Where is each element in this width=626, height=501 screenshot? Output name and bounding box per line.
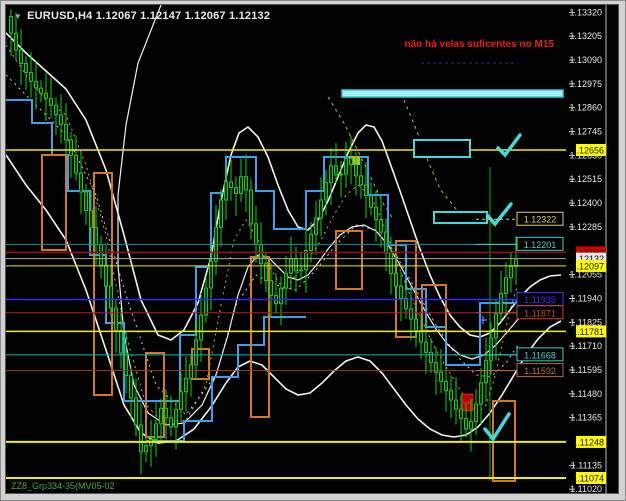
axis-tick-label: 1.11020 <box>570 484 602 494</box>
price-label-box[interactable] <box>516 363 564 378</box>
price-chart[interactable]: 1.12322 1.12201 1.11935 1.11871 1.11668 1.115… <box>6 5 620 495</box>
axis-price-badge <box>576 144 606 156</box>
cyan-zone-box[interactable] <box>413 139 471 158</box>
chevron-down-icon[interactable]: ▼ <box>14 12 23 21</box>
symbol-ohlc-title: EURUSD,H4 1.12067 1.12147 1.12067 1.1213… <box>27 10 271 22</box>
indicator-footer-label: ZZ8_Grp334-35(MV05-02 <box>11 481 115 491</box>
axis-price-badge <box>576 259 606 272</box>
red-marker <box>461 393 474 403</box>
axis-tick-label: 1.12745 <box>569 127 602 137</box>
blue-cross-marker <box>479 316 487 324</box>
cyan-zone-box[interactable] <box>433 211 488 224</box>
price-label-box[interactable] <box>516 347 564 362</box>
khaki-marker <box>349 156 360 165</box>
axis-tick-label: 1.12055 <box>569 270 602 280</box>
check-icon <box>486 202 513 227</box>
ma-yellow-segment <box>403 99 475 219</box>
chart-pane[interactable]: 1.12322 1.12201 1.11935 1.11871 1.11668 1.115… <box>5 4 620 495</box>
price-label-text: 1.11592 <box>524 366 556 376</box>
price-label-text: 1.11668 <box>524 350 556 360</box>
axis-price-badge <box>576 325 606 338</box>
axis-badge-label: 1.12656 <box>571 146 604 156</box>
axis-badge-label: 1.11248 <box>572 437 604 447</box>
axis-tick-label: 1.11710 <box>570 341 602 351</box>
chart-title-bar[interactable]: ▼ EURUSD,H4 1.12067 1.12147 1.12067 1.121… <box>14 10 270 22</box>
price-label-text: 1.11871 <box>524 308 556 318</box>
price-label-box[interactable] <box>516 305 564 320</box>
axis-tick-label: 1.12285 <box>569 222 602 232</box>
axis-price-badge <box>576 435 606 448</box>
price-label-text: 1.11935 <box>524 295 556 305</box>
axis-tick-label: 1.11940 <box>570 293 602 303</box>
axis-tick-label: 1.13090 <box>569 55 602 65</box>
orange-range-box <box>335 230 363 290</box>
axis-tick-label: 1.11135 <box>571 460 602 470</box>
check-icon <box>496 133 522 158</box>
bollinger-middle-band <box>117 5 521 426</box>
bollinger-upper-band <box>6 32 562 341</box>
axis-tick-label: 1.12975 <box>569 79 602 89</box>
orange-range-box <box>93 172 113 396</box>
check-icon <box>483 412 511 442</box>
price-label-text: 1.12322 <box>524 215 557 225</box>
axis-tick-label: 1.12860 <box>569 103 602 113</box>
axis-tick-label: 1.12400 <box>569 198 602 208</box>
axis-tick-label: 1.11825 <box>570 317 602 327</box>
axis-tick-label: 1.13205 <box>569 31 602 41</box>
price-label-box[interactable] <box>516 211 564 226</box>
axis-tick-label: 1.12515 <box>569 174 602 184</box>
axis-price-badge <box>576 471 606 484</box>
axis-tick-label: 1.11480 <box>570 389 602 399</box>
cyan-supply-bar[interactable] <box>341 89 564 98</box>
orange-range-box <box>41 154 67 251</box>
price-label-box[interactable] <box>516 236 564 251</box>
axis-tick-label: 1.11595 <box>570 365 602 375</box>
axis-badge-label: 1.11781 <box>572 327 604 337</box>
axis-badge-label: 1.12132 <box>571 254 604 264</box>
ma-yellow-segment <box>327 96 394 220</box>
ma-white-dotted <box>6 74 519 416</box>
candlesticks <box>9 9 518 475</box>
axis-tick-label: 1.13320 <box>569 7 602 17</box>
indicator-comment: não há velas suficentes no M15 <box>404 39 555 50</box>
axis-badge-label: 1.12097 <box>571 261 604 271</box>
red-marker <box>461 402 474 412</box>
axis-tick-label: 1.11365 <box>570 413 602 423</box>
price-label-text: 1.12201 <box>524 240 557 250</box>
axis-badge-label: 1.11074 <box>572 473 604 483</box>
